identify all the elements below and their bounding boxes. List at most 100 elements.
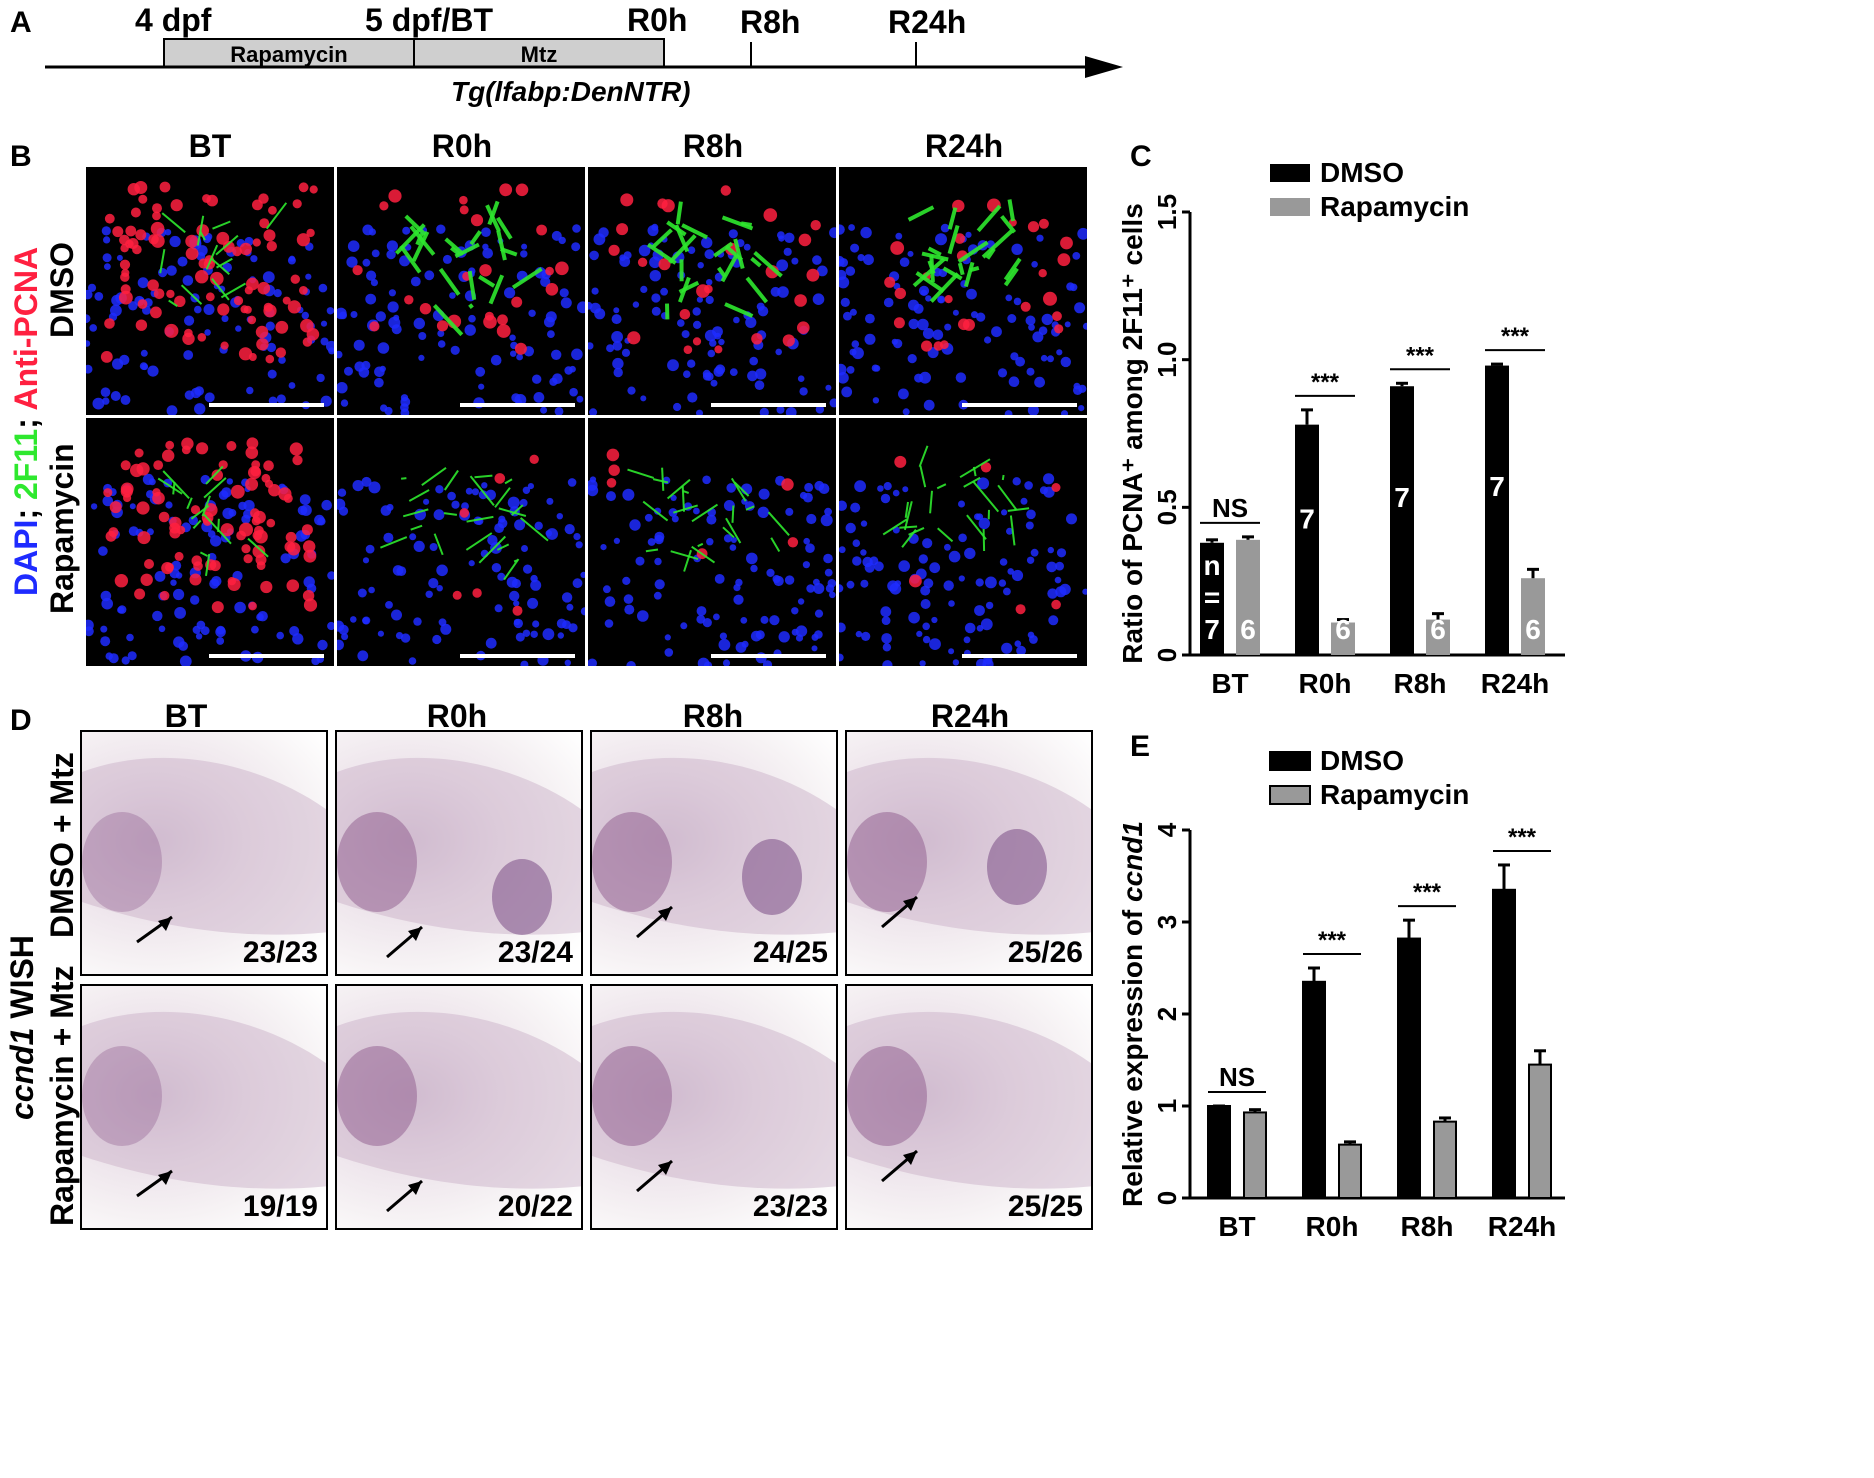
timeline-label-5dpf-bt: 5 dpf/BT xyxy=(365,2,493,38)
bar-rapamycin-r0h xyxy=(1338,1143,1362,1200)
panel-b-row-rapamycin: Rapamycin xyxy=(44,443,80,614)
significance-label: NS xyxy=(1212,493,1248,523)
significance-label: *** xyxy=(1318,927,1347,954)
x-tick-label: R0h xyxy=(1299,668,1352,699)
gene-ccnd1: ccnd1 xyxy=(4,1027,40,1120)
wish-label: WISH xyxy=(4,935,40,1028)
stain-2f11: 2F11 xyxy=(8,428,44,500)
bar-n-label: 6 xyxy=(1240,614,1256,645)
legend-swatch-dmso xyxy=(1270,164,1310,182)
y-tick-label: 4 xyxy=(1152,822,1182,837)
wish-image-dmso-mtz-bt: 23/23 xyxy=(80,730,328,976)
panel-b-col-r24h: R24h xyxy=(924,128,1004,164)
micrograph-dmso-r24h xyxy=(839,167,1087,415)
bar-dmso-r24h xyxy=(1492,888,1516,1200)
timeline-label-r8h: R8h xyxy=(740,4,801,40)
wish-embryo-count: 19/19 xyxy=(242,1190,318,1223)
wish-embryo-count: 24/25 xyxy=(752,936,828,969)
wish-embryo-count: 25/25 xyxy=(1007,1190,1083,1223)
y-axis-label: Ratio of PCNA⁺ among 2F11⁺ cells xyxy=(1120,203,1148,664)
wish-embryo-count: 23/23 xyxy=(242,936,318,969)
x-tick-label: R0h xyxy=(1306,1211,1359,1242)
bar-n-label: = xyxy=(1204,582,1220,613)
micrograph-dmso-r0h xyxy=(337,167,585,415)
bar-n-label: 6 xyxy=(1525,614,1541,645)
wish-image-dmso-mtz-r24h: 25/26 xyxy=(845,730,1093,976)
y-axis-label: Relative expression of ccnd1 xyxy=(1120,821,1148,1207)
wish-embryo-count: 23/24 xyxy=(497,936,573,969)
timeline-transgene-label: Tg(lfabp:DenNTR) xyxy=(451,76,691,107)
y-tick-label: 1.5 xyxy=(1152,194,1182,230)
bar-dmso-r8h xyxy=(1390,386,1414,655)
bar-rapamycin-r8h xyxy=(1433,1120,1457,1200)
timeline-box-mtz: Mtz xyxy=(413,38,665,68)
wish-image-rapamycin-mtz-r8h: 23/23 xyxy=(590,984,838,1230)
legend-swatch-rapamycin xyxy=(1269,785,1311,805)
bar-dmso-r24h xyxy=(1485,365,1509,655)
bar-rapamycin-r8h xyxy=(1426,619,1450,655)
wish-embryo-count: 23/23 xyxy=(752,1190,828,1223)
bar-n-label: 7 xyxy=(1489,471,1505,502)
timeline-label-r24h: R24h xyxy=(888,4,967,40)
bar-dmso-bt xyxy=(1200,542,1224,655)
stain-pcna: Anti-PCNA xyxy=(8,246,44,411)
x-tick-label: R8h xyxy=(1394,668,1447,699)
panel-d-row-rapamycin-mtz: Rapamycin + Mtz xyxy=(44,965,80,1226)
bar-rapamycin-r0h xyxy=(1331,622,1355,655)
legend-label-rapamycin: Rapamycin xyxy=(1320,191,1469,222)
bar-rapamycin-bt xyxy=(1236,539,1260,655)
significance-label: *** xyxy=(1406,342,1435,369)
wish-embryo-count: 20/22 xyxy=(497,1190,573,1223)
panel-label-d: D xyxy=(10,704,32,737)
wish-image-rapamycin-mtz-r0h: 20/22 xyxy=(335,984,583,1230)
bar-n-label: 6 xyxy=(1430,614,1446,645)
x-tick-label: R24h xyxy=(1481,668,1549,699)
panel-b-col-r8h: R8h xyxy=(682,128,744,164)
panel-d-col-r0h: R0h xyxy=(426,698,488,734)
micrograph-rapamycin-bt xyxy=(86,418,334,666)
bar-n-label: 7 xyxy=(1299,503,1315,534)
timeline-box-rapamycin: Rapamycin xyxy=(163,38,415,68)
bar-rapamycin-r24h xyxy=(1521,578,1545,655)
panel-d-col-r8h: R8h xyxy=(682,698,744,734)
bar-n-label: 7 xyxy=(1204,614,1220,645)
micrograph-dmso-r8h xyxy=(588,167,836,415)
bar-dmso-bt xyxy=(1207,1105,1231,1199)
legend-label-dmso: DMSO xyxy=(1320,745,1404,776)
micrograph-rapamycin-r24h xyxy=(839,418,1087,666)
panel-b-col-bt: BT xyxy=(188,128,232,164)
y-tick-label: 0 xyxy=(1152,1191,1182,1205)
y-tick-label: 2 xyxy=(1152,1007,1182,1021)
y-tick-label: 3 xyxy=(1152,915,1182,929)
panel-label-c: C xyxy=(1130,140,1152,173)
bar-n-label: n xyxy=(1203,550,1220,581)
panel-d-col-r24h: R24h xyxy=(930,698,1010,734)
significance-label: *** xyxy=(1311,369,1340,396)
x-tick-label: R24h xyxy=(1488,1211,1556,1242)
panel-label-a: A xyxy=(10,6,32,39)
stain-dapi: DAPI xyxy=(8,519,44,596)
panel-d-col-bt: BT xyxy=(164,698,208,734)
stain-sep-2: ; xyxy=(8,410,44,429)
stain-sep-1: ; xyxy=(8,500,44,520)
bar-dmso-r8h xyxy=(1397,937,1421,1199)
y-tick-label: 1 xyxy=(1152,1099,1182,1113)
panel-b-row-dmso: DMSO xyxy=(44,242,80,338)
timeline-arrow xyxy=(45,42,1123,78)
panel-label-e: E xyxy=(1130,730,1151,763)
y-tick-label: 0.5 xyxy=(1152,489,1182,525)
micrograph-rapamycin-r0h xyxy=(337,418,585,666)
panel-label-b: B xyxy=(10,140,32,173)
bar-rapamycin-bt xyxy=(1243,1111,1267,1199)
micrograph-dmso-bt xyxy=(86,167,334,415)
micrograph-rapamycin-r8h xyxy=(588,418,836,666)
significance-label: *** xyxy=(1508,824,1537,851)
timeline-label-4dpf: 4 dpf xyxy=(135,2,212,38)
legend-swatch-dmso xyxy=(1269,751,1311,771)
y-tick-label: 1.0 xyxy=(1152,342,1182,378)
x-tick-label: R8h xyxy=(1401,1211,1454,1242)
bar-rapamycin-r24h xyxy=(1528,1063,1552,1199)
panel-b-col-r0h: R0h xyxy=(431,128,493,164)
bar-dmso-r0h xyxy=(1295,424,1319,655)
